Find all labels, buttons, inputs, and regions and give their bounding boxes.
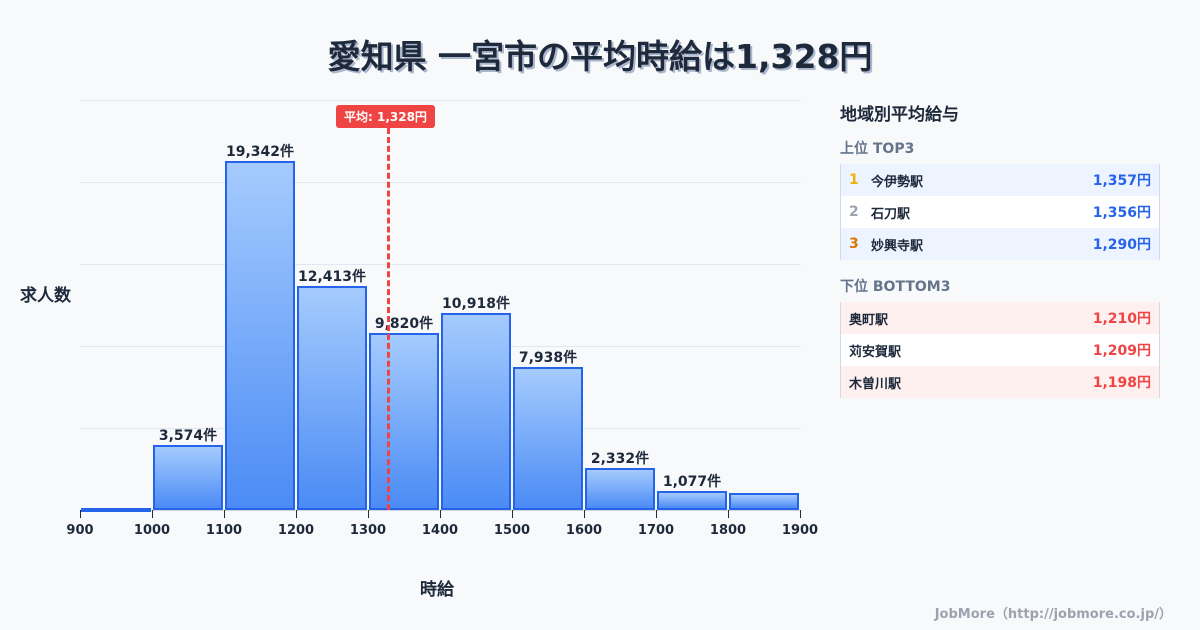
bar-value-label: 2,332件: [590, 451, 650, 467]
gridline: [80, 346, 801, 347]
rank-number: 1: [849, 172, 859, 188]
x-tick: [224, 510, 225, 518]
x-axis-label: 時給: [420, 580, 454, 600]
bar-value-label: 1,077件: [662, 474, 722, 490]
bar-value-label: 3,574件: [158, 428, 218, 444]
bar-value-label: 10,918件: [441, 296, 511, 312]
station-name: 今伊勢駅: [871, 174, 924, 190]
y-axis-label: 求人数: [20, 286, 71, 306]
station-wage: 1,356円: [1092, 205, 1151, 221]
station-wage: 1,198円: [1092, 375, 1151, 391]
station-name: 妙興寺駅: [871, 238, 924, 254]
histogram-bar: [585, 468, 655, 510]
x-tick: [80, 510, 81, 518]
x-tick-label: 1400: [421, 523, 459, 538]
bottom3-label: 下位 BOTTOM3: [840, 279, 951, 295]
list-item: 2 石刀駅 1,356円: [841, 196, 1159, 228]
x-tick: [656, 510, 657, 518]
x-tick-label: 1200: [277, 523, 315, 538]
station-wage: 1,210円: [1092, 311, 1151, 327]
histogram-bar: [369, 333, 439, 510]
footer-credit: JobMore（http://jobmore.co.jp/）: [934, 607, 1172, 622]
histogram-bar: [657, 491, 727, 510]
x-tick: [152, 510, 153, 518]
list-item: 苅安賀駅 1,209円: [841, 334, 1159, 366]
histogram-bar: [441, 313, 511, 510]
station-wage: 1,357円: [1092, 173, 1151, 189]
list-item: 1 今伊勢駅 1,357円: [841, 164, 1159, 196]
histogram-bar: [81, 508, 151, 512]
average-line: [387, 128, 391, 510]
top3-label: 上位 TOP3: [840, 141, 915, 157]
x-tick: [800, 510, 801, 518]
histogram-bar: [729, 493, 799, 510]
x-tick: [584, 510, 585, 518]
x-tick: [728, 510, 729, 518]
x-tick-label: 1100: [205, 523, 243, 538]
station-name: 奥町駅: [849, 312, 889, 328]
gridline: [80, 264, 801, 265]
x-tick: [512, 510, 513, 518]
list-item: 奥町駅 1,210円: [841, 302, 1159, 334]
histogram-chart: 求人数 時給 3,574件 19,342件 12,413件 9,820件 10,918件…: [20, 100, 818, 600]
x-tick-label: 1600: [565, 523, 603, 538]
x-tick-label: 1700: [637, 523, 675, 538]
list-item: 3 妙興寺駅 1,290円: [841, 228, 1159, 260]
histogram-bar: [153, 445, 223, 510]
x-tick-label: 1900: [781, 523, 819, 538]
average-badge: 平均: 1,328円: [336, 105, 435, 128]
x-tick: [296, 510, 297, 518]
x-tick-label: 900: [66, 523, 94, 538]
bar-value-label: 19,342件: [225, 144, 295, 160]
x-tick-label: 1000: [133, 523, 171, 538]
bottom3-list: 奥町駅 1,210円 苅安賀駅 1,209円 木曽川駅 1,198円: [840, 302, 1160, 398]
top3-list: 1 今伊勢駅 1,357円 2 石刀駅 1,356円 3 妙興寺駅 1,290円: [840, 164, 1160, 260]
histogram-bar: [297, 286, 367, 510]
gridline: [80, 182, 801, 183]
regional-salary-panel: 地域別平均給与 上位 TOP3 1 今伊勢駅 1,357円 2 石刀駅 1,35…: [840, 100, 1160, 414]
x-tick-label: 1300: [349, 523, 387, 538]
gridline: [80, 428, 801, 429]
station-name: 石刀駅: [871, 206, 911, 222]
station-wage: 1,209円: [1092, 343, 1151, 359]
rank-number: 2: [849, 204, 859, 220]
x-tick-label: 1500: [493, 523, 531, 538]
station-wage: 1,290円: [1092, 237, 1151, 253]
bar-value-label: 12,413件: [297, 269, 367, 285]
histogram-bar: [225, 161, 295, 510]
rank-number: 3: [849, 236, 859, 252]
station-name: 木曽川駅: [849, 376, 902, 392]
x-tick: [368, 510, 369, 518]
x-tick-label: 1800: [709, 523, 747, 538]
x-tick: [440, 510, 441, 518]
list-item: 木曽川駅 1,198円: [841, 366, 1159, 398]
station-name: 苅安賀駅: [849, 344, 902, 360]
gridline: [80, 100, 801, 101]
page-title: 愛知県 一宮市の平均時給は1,328円: [327, 37, 873, 76]
histogram-bar: [513, 367, 583, 510]
bar-value-label: 7,938件: [518, 350, 578, 366]
panel-title: 地域別平均給与: [840, 105, 959, 125]
